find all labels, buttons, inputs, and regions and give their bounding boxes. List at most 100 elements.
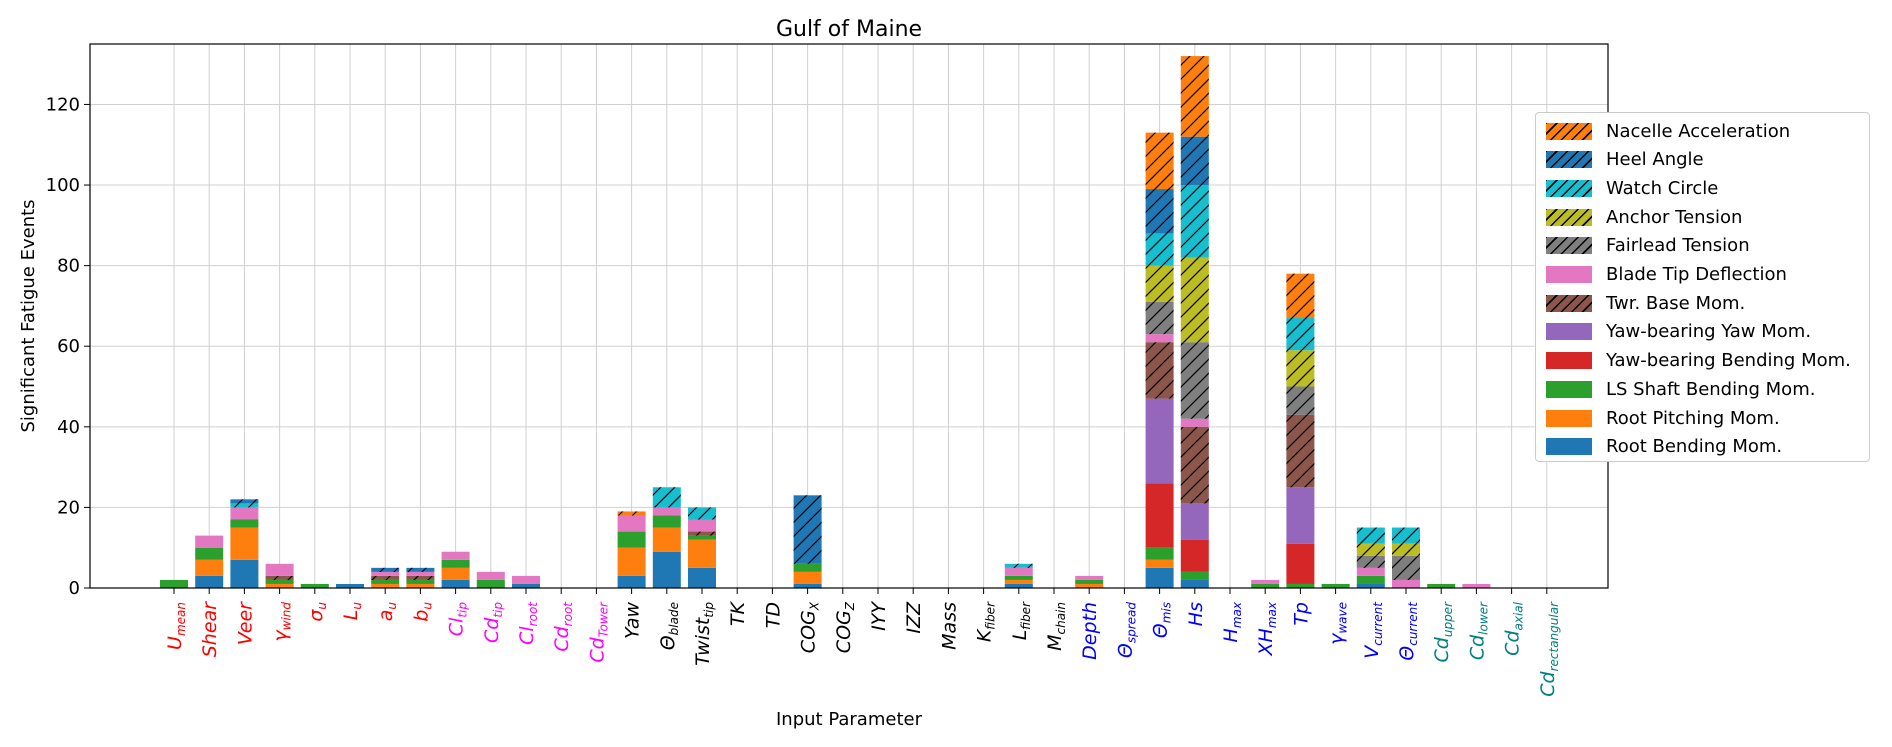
legend-label: Nacelle Acceleration bbox=[1606, 120, 1791, 142]
y-axis: 0 20 40 60 80 100 120 bbox=[46, 94, 90, 599]
legend-label: Heel Angle bbox=[1606, 149, 1704, 171]
x-tick-label: Depth bbox=[1079, 602, 1101, 660]
bar-segment-hatch bbox=[1180, 56, 1209, 137]
bar-segment-hatch bbox=[1145, 301, 1174, 335]
legend-swatch bbox=[1546, 294, 1592, 312]
bar-segment-hatch bbox=[652, 487, 681, 508]
legend-item: Root Pitching Mom. bbox=[1546, 406, 1780, 430]
bar-segment bbox=[230, 519, 259, 528]
x-tick-label: COGX bbox=[798, 601, 822, 653]
bar-segment bbox=[230, 527, 259, 560]
bar-segment-hatch bbox=[793, 495, 822, 564]
legend-label: Yaw-bearing Bending Mom. bbox=[1606, 350, 1851, 372]
bar-segment-hatch bbox=[230, 499, 259, 504]
bar-segment bbox=[617, 515, 646, 532]
bar-segment bbox=[652, 515, 681, 528]
bar-segment bbox=[406, 571, 435, 576]
bar-segment bbox=[1145, 567, 1174, 588]
x-tick-label: Kfiber bbox=[974, 601, 998, 642]
bar-segment-hatch bbox=[1180, 426, 1209, 504]
legend-item: Heel Angle bbox=[1546, 148, 1704, 172]
legend-item: Twr. Base Mom. bbox=[1546, 291, 1745, 315]
bar-segment-hatch bbox=[406, 575, 435, 580]
x-tick-label: Cdaxial bbox=[1502, 601, 1526, 655]
bar-segment bbox=[512, 575, 540, 584]
bars bbox=[160, 56, 1491, 588]
x-tick-label: Vcurrent bbox=[1361, 601, 1385, 659]
y-tick-label: 20 bbox=[57, 497, 80, 518]
y-tick-label: 40 bbox=[57, 417, 80, 438]
bar-segment bbox=[265, 563, 294, 576]
bar-segment-hatch bbox=[1180, 136, 1209, 186]
bar-segment-hatch bbox=[688, 507, 716, 520]
bar-segment bbox=[1286, 487, 1315, 544]
x-tick-label: Θspread bbox=[1114, 602, 1138, 659]
chart-title: Gulf of Maine bbox=[776, 17, 922, 42]
x-tick-label: Veer bbox=[234, 601, 256, 645]
bar-segment bbox=[195, 547, 224, 560]
y-axis-label: Significant Fatigue Events bbox=[18, 199, 39, 432]
bar-segment bbox=[441, 559, 470, 568]
x-tick-label: Θcurrent bbox=[1396, 601, 1420, 661]
x-tick-label: Θblade bbox=[657, 602, 681, 650]
y-tick-label: 80 bbox=[57, 256, 80, 277]
bar-segment-hatch bbox=[265, 575, 294, 580]
bar-segment-hatch bbox=[1286, 350, 1315, 387]
x-tick-label: bu bbox=[410, 602, 434, 622]
bar-segment-hatch bbox=[371, 567, 400, 572]
bar-segment bbox=[441, 579, 470, 588]
legend-swatch bbox=[1546, 409, 1592, 427]
legend-label: Yaw-bearing Yaw Mom. bbox=[1606, 321, 1812, 343]
bar-segment bbox=[265, 583, 294, 588]
bar-segment bbox=[195, 559, 224, 576]
bar-segment-hatch bbox=[1286, 386, 1315, 415]
legend-swatch bbox=[1546, 380, 1592, 398]
bar-segment bbox=[1075, 583, 1104, 588]
x-tick-label: IYY bbox=[868, 601, 890, 631]
bar-segment-hatch bbox=[1180, 185, 1209, 258]
legend-label: Twr. Base Mom. bbox=[1606, 292, 1746, 314]
bar-segment-hatch bbox=[1356, 543, 1385, 556]
x-tick-label: Lfiber bbox=[1009, 601, 1033, 640]
bar-segment bbox=[1321, 583, 1350, 588]
x-tick-label: γwave bbox=[1326, 602, 1350, 645]
x-tick-label: Clroot bbox=[516, 601, 540, 645]
bar-segment bbox=[371, 583, 400, 588]
bar-segment bbox=[1145, 559, 1174, 568]
bar-segment bbox=[230, 559, 259, 588]
y-tick-label: 60 bbox=[57, 336, 80, 357]
bar-segment bbox=[1145, 483, 1174, 548]
bar-segment bbox=[1180, 579, 1209, 588]
legend-label: Root Bending Mom. bbox=[1606, 436, 1783, 458]
x-tick-label: Umean bbox=[164, 602, 188, 650]
bar-segment bbox=[265, 579, 294, 584]
bar-segment bbox=[371, 579, 400, 584]
bar-segment bbox=[617, 575, 646, 588]
x-tick-label: COGZ bbox=[833, 601, 857, 653]
bar-segment bbox=[230, 507, 259, 520]
bar-segment bbox=[336, 583, 364, 588]
bar-segment-hatch bbox=[617, 511, 646, 516]
bar-segment bbox=[195, 535, 224, 548]
bar-segment bbox=[652, 527, 681, 552]
bar-segment bbox=[441, 567, 470, 580]
x-tick-label: TK bbox=[727, 600, 749, 626]
bar-segment bbox=[1251, 583, 1280, 588]
bar-segment bbox=[793, 583, 822, 588]
legend-item: Yaw-bearing Yaw Mom. bbox=[1546, 320, 1811, 344]
bar-segment bbox=[476, 579, 505, 588]
bar-segment bbox=[1356, 567, 1385, 576]
bar-segment-hatch bbox=[1004, 563, 1033, 568]
x-tick-label: σu bbox=[305, 602, 329, 622]
x-tick-label: Twisttip bbox=[692, 602, 716, 666]
x-tick-label: Mass bbox=[938, 602, 960, 650]
bar-segment bbox=[1392, 579, 1420, 588]
bar-segment bbox=[688, 539, 716, 568]
legend-item: Blade Tip Deflection bbox=[1546, 263, 1787, 287]
legend-swatch bbox=[1546, 122, 1592, 140]
bar-segment bbox=[476, 571, 505, 580]
bar-segment-hatch bbox=[1180, 342, 1209, 419]
bar-segment bbox=[688, 567, 716, 588]
bar-segment bbox=[1180, 571, 1209, 580]
